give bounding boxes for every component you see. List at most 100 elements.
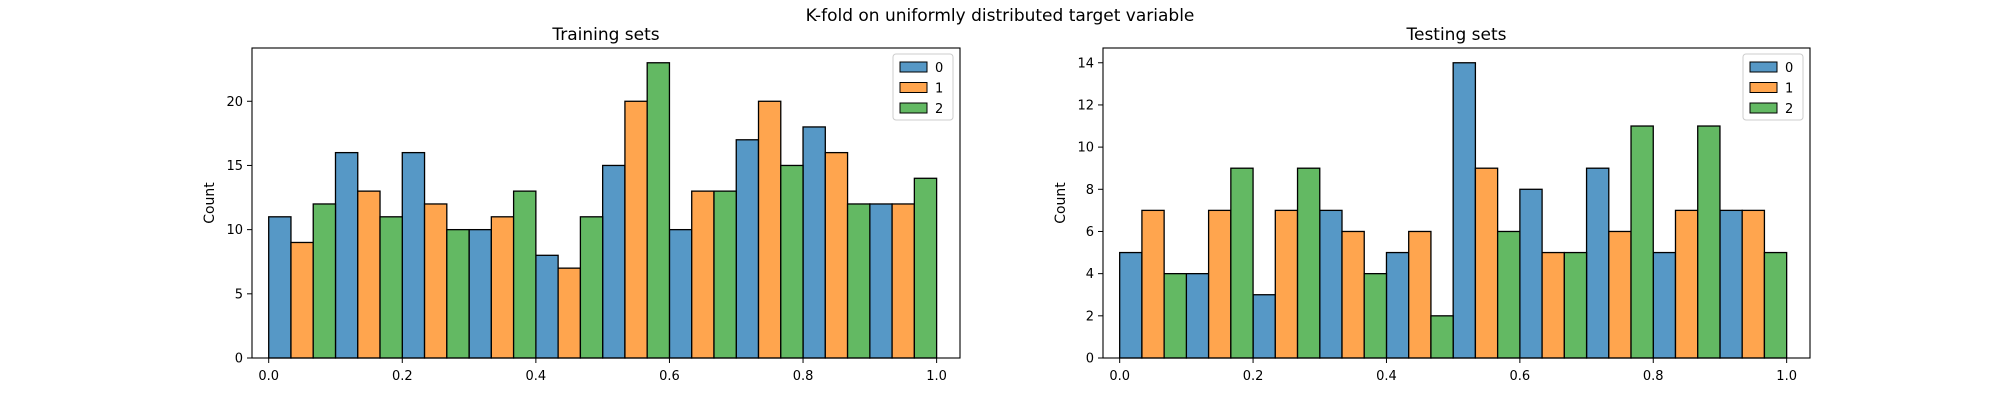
bar-fold-0-bin-2 <box>1252 294 1276 359</box>
x-tick-label: 1.0 <box>1776 369 1797 384</box>
y-tick-label: 0 <box>235 352 243 367</box>
bar-fold-0-bin-7 <box>1585 167 1610 359</box>
bar-fold-0-bin-0 <box>1119 251 1143 359</box>
bar-fold-1-bin-1 <box>1207 209 1232 359</box>
bar-fold-0-bin-3 <box>468 228 492 359</box>
bar-fold-1-bin-0 <box>290 241 314 359</box>
bar-fold-1-bin-2 <box>423 203 448 359</box>
x-tick-label: 0.4 <box>526 369 547 384</box>
bar-fold-1-bin-4 <box>557 267 582 359</box>
bar-fold-2-bin-4 <box>1430 315 1454 359</box>
bar-fold-1-bin-0 <box>1141 209 1165 359</box>
bar-fold-1-bin-3 <box>490 216 515 359</box>
y-tick-label: 2 <box>1086 309 1094 324</box>
bar-fold-0-bin-5 <box>602 164 626 359</box>
y-tick-label: 20 <box>226 95 243 110</box>
bar-fold-0-bin-6 <box>1519 188 1543 359</box>
legend-label-0: 0 <box>1785 61 1793 76</box>
legend-label-2: 2 <box>1785 102 1793 117</box>
legend-swatch-0 <box>1749 61 1778 73</box>
y-tick-label: 10 <box>226 223 243 238</box>
bar-fold-0-bin-1 <box>334 151 359 359</box>
bar-fold-0-bin-0 <box>268 216 292 359</box>
x-tick-label: 0.8 <box>1643 369 1664 384</box>
y-tick-label: 8 <box>1086 183 1094 198</box>
bar-fold-1-bin-5 <box>624 100 648 359</box>
bar-fold-2-bin-3 <box>512 190 537 359</box>
plot-frame <box>251 47 961 359</box>
bar-fold-0-bin-9 <box>1719 209 1743 359</box>
plot-frame <box>1102 47 1811 359</box>
y-tick-label: 12 <box>1077 98 1094 113</box>
legend-swatch-1 <box>899 82 928 93</box>
bar-fold-0-bin-1 <box>1185 272 1210 359</box>
bar-fold-1-bin-3 <box>1341 230 1365 359</box>
x-tick-label: 0.0 <box>258 369 279 384</box>
bar-fold-2-bin-8 <box>846 203 871 359</box>
legend-label-1: 1 <box>935 82 943 97</box>
chart-title: Testing sets <box>1405 25 1506 45</box>
legend-swatch-0 <box>899 61 928 73</box>
bar-fold-2-bin-2 <box>1296 167 1321 359</box>
bar-fold-0-bin-8 <box>1652 251 1677 359</box>
bar-fold-1-bin-2 <box>1274 209 1299 359</box>
legend-swatch-1 <box>1749 82 1778 93</box>
legend-label-1: 1 <box>1785 82 1793 97</box>
legend-label-2: 2 <box>935 102 943 117</box>
bar-fold-2-bin-3 <box>1363 272 1388 359</box>
chart-title: Training sets <box>551 25 659 45</box>
bar-fold-2-bin-2 <box>446 228 470 359</box>
bar-fold-2-bin-6 <box>1563 251 1588 359</box>
bar-fold-2-bin-5 <box>1496 230 1521 359</box>
figure-suptitle: K-fold on uniformly distributed target v… <box>805 6 1195 26</box>
bar-fold-2-bin-9 <box>1763 251 1788 359</box>
bar-fold-0-bin-3 <box>1319 209 1343 359</box>
bar-fold-0-bin-4 <box>535 254 559 359</box>
bar-fold-2-bin-7 <box>1630 125 1654 359</box>
x-tick-label: 0.6 <box>659 369 680 384</box>
x-tick-label: 0.8 <box>793 369 814 384</box>
bar-fold-1-bin-4 <box>1408 230 1432 359</box>
bar-fold-1-bin-9 <box>891 203 916 359</box>
x-tick-label: 0.6 <box>1510 369 1531 384</box>
bar-fold-0-bin-2 <box>401 151 426 359</box>
y-axis-label: Count <box>202 182 218 224</box>
y-tick-label: 6 <box>1086 225 1094 240</box>
y-tick-label: 4 <box>1086 267 1094 282</box>
bar-fold-1-bin-1 <box>357 190 381 359</box>
bar-fold-1-bin-6 <box>691 190 715 359</box>
bar-fold-0-bin-9 <box>869 203 893 359</box>
x-tick-label: 0.0 <box>1109 369 1130 384</box>
y-tick-label: 14 <box>1077 56 1094 71</box>
bar-fold-0-bin-4 <box>1385 251 1410 359</box>
legend-swatch-2 <box>1749 102 1778 114</box>
y-tick-label: 0 <box>1086 352 1094 367</box>
bar-fold-1-bin-8 <box>1674 209 1699 359</box>
bar-fold-0-bin-6 <box>668 228 693 359</box>
x-tick-label: 0.4 <box>1376 369 1397 384</box>
y-axis-label: Count <box>1053 182 1069 224</box>
bar-fold-1-bin-7 <box>1608 230 1632 359</box>
y-tick-label: 10 <box>1077 141 1094 156</box>
bar-fold-1-bin-5 <box>1474 167 1499 359</box>
bar-fold-2-bin-5 <box>646 62 671 359</box>
bar-fold-2-bin-7 <box>780 164 804 359</box>
bar-fold-2-bin-1 <box>379 216 403 359</box>
x-tick-label: 0.2 <box>1243 369 1264 384</box>
bar-fold-1-bin-6 <box>1541 251 1565 359</box>
y-tick-label: 5 <box>235 287 243 302</box>
bar-fold-1-bin-9 <box>1741 209 1766 359</box>
bar-fold-1-bin-7 <box>757 100 782 359</box>
legend-swatch-2 <box>899 102 928 114</box>
bar-fold-2-bin-4 <box>579 216 604 359</box>
bar-fold-2-bin-8 <box>1697 125 1721 359</box>
bar-fold-0-bin-7 <box>735 139 760 359</box>
legend-label-0: 0 <box>935 61 943 76</box>
y-tick-label: 15 <box>226 159 243 174</box>
bar-fold-0-bin-8 <box>802 126 826 359</box>
bar-fold-2-bin-0 <box>312 203 337 359</box>
bar-fold-2-bin-1 <box>1230 167 1254 359</box>
bar-fold-2-bin-9 <box>913 177 938 359</box>
